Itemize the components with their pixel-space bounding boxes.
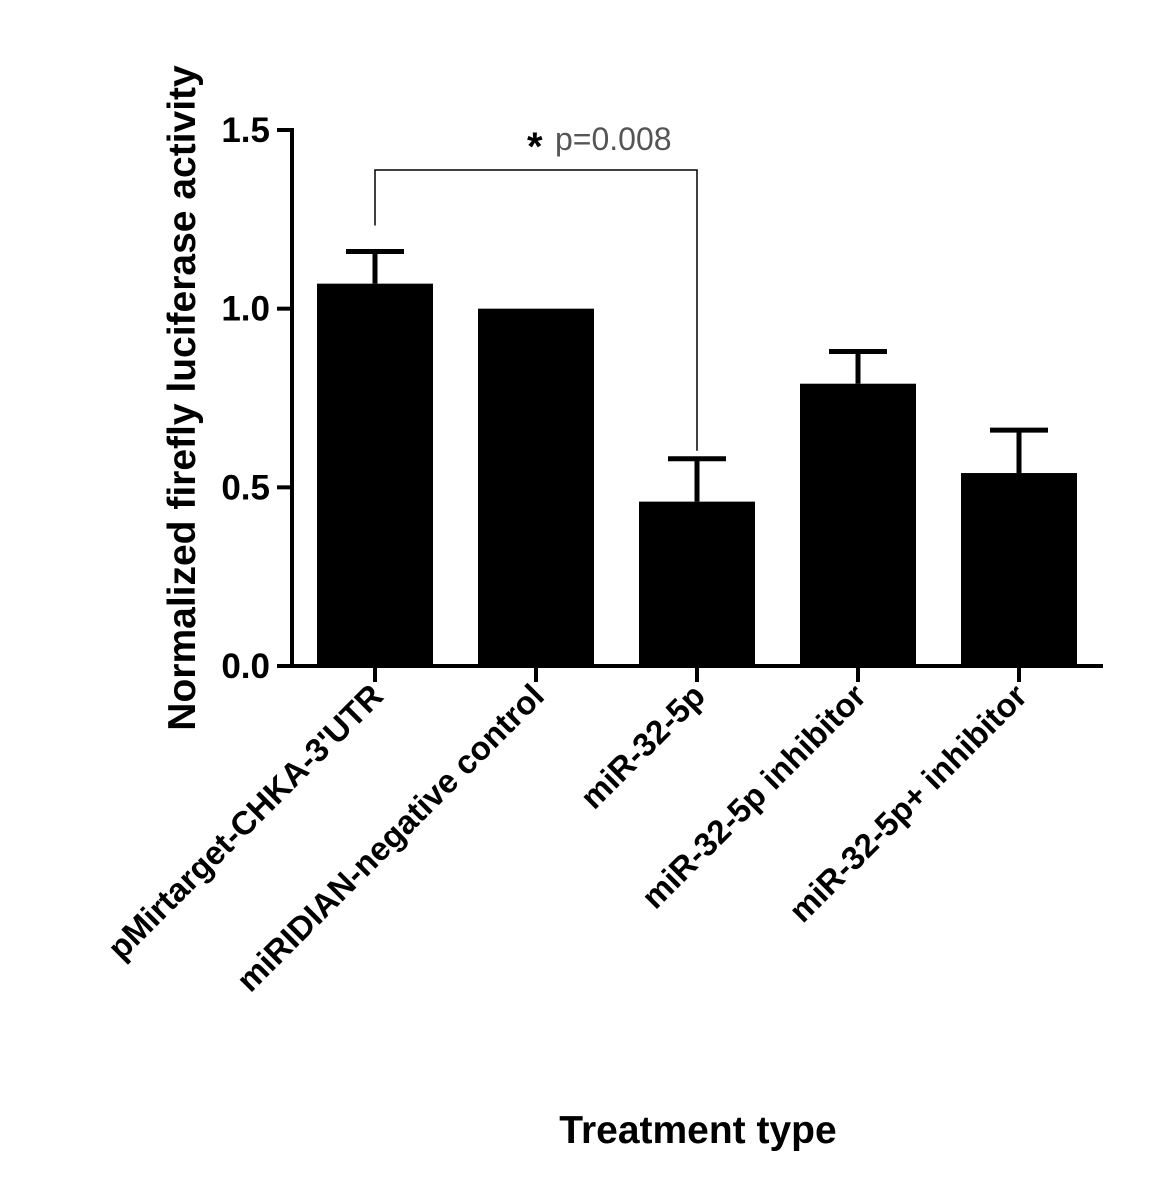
significance-p-value: p=0.008 — [555, 121, 672, 157]
significance-star: * — [527, 125, 543, 169]
x-category-label-1: miRIDIAN-negative control — [229, 677, 551, 999]
y-tick-labels: 0.0 0.5 1.0 1.5 — [221, 111, 270, 686]
significance-bracket: * p=0.008 — [374, 121, 698, 451]
y-axis-title: Normalized firefly luciferase activity — [161, 65, 204, 731]
bar-4 — [961, 473, 1077, 666]
bar-1 — [478, 308, 594, 666]
axes — [277, 128, 1103, 682]
bar-3 — [800, 383, 916, 666]
y-tick-label-3: 1.5 — [221, 111, 270, 150]
significance-bracket-line — [374, 169, 698, 451]
x-axis-title: Treatment type — [559, 1109, 836, 1152]
bar-0 — [317, 283, 433, 666]
y-tick-label-1: 0.5 — [221, 468, 270, 507]
x-category-label-0: pMirtarget-CHKA-3'UTR — [100, 677, 390, 967]
y-tick-label-0: 0.0 — [221, 647, 270, 686]
bar-2 — [639, 501, 755, 666]
x-category-label-2: miR-32-5p — [573, 677, 712, 816]
bars-layer — [317, 283, 1077, 666]
y-tick-label-2: 1.0 — [221, 290, 270, 329]
error-bars-layer — [346, 248, 1048, 502]
